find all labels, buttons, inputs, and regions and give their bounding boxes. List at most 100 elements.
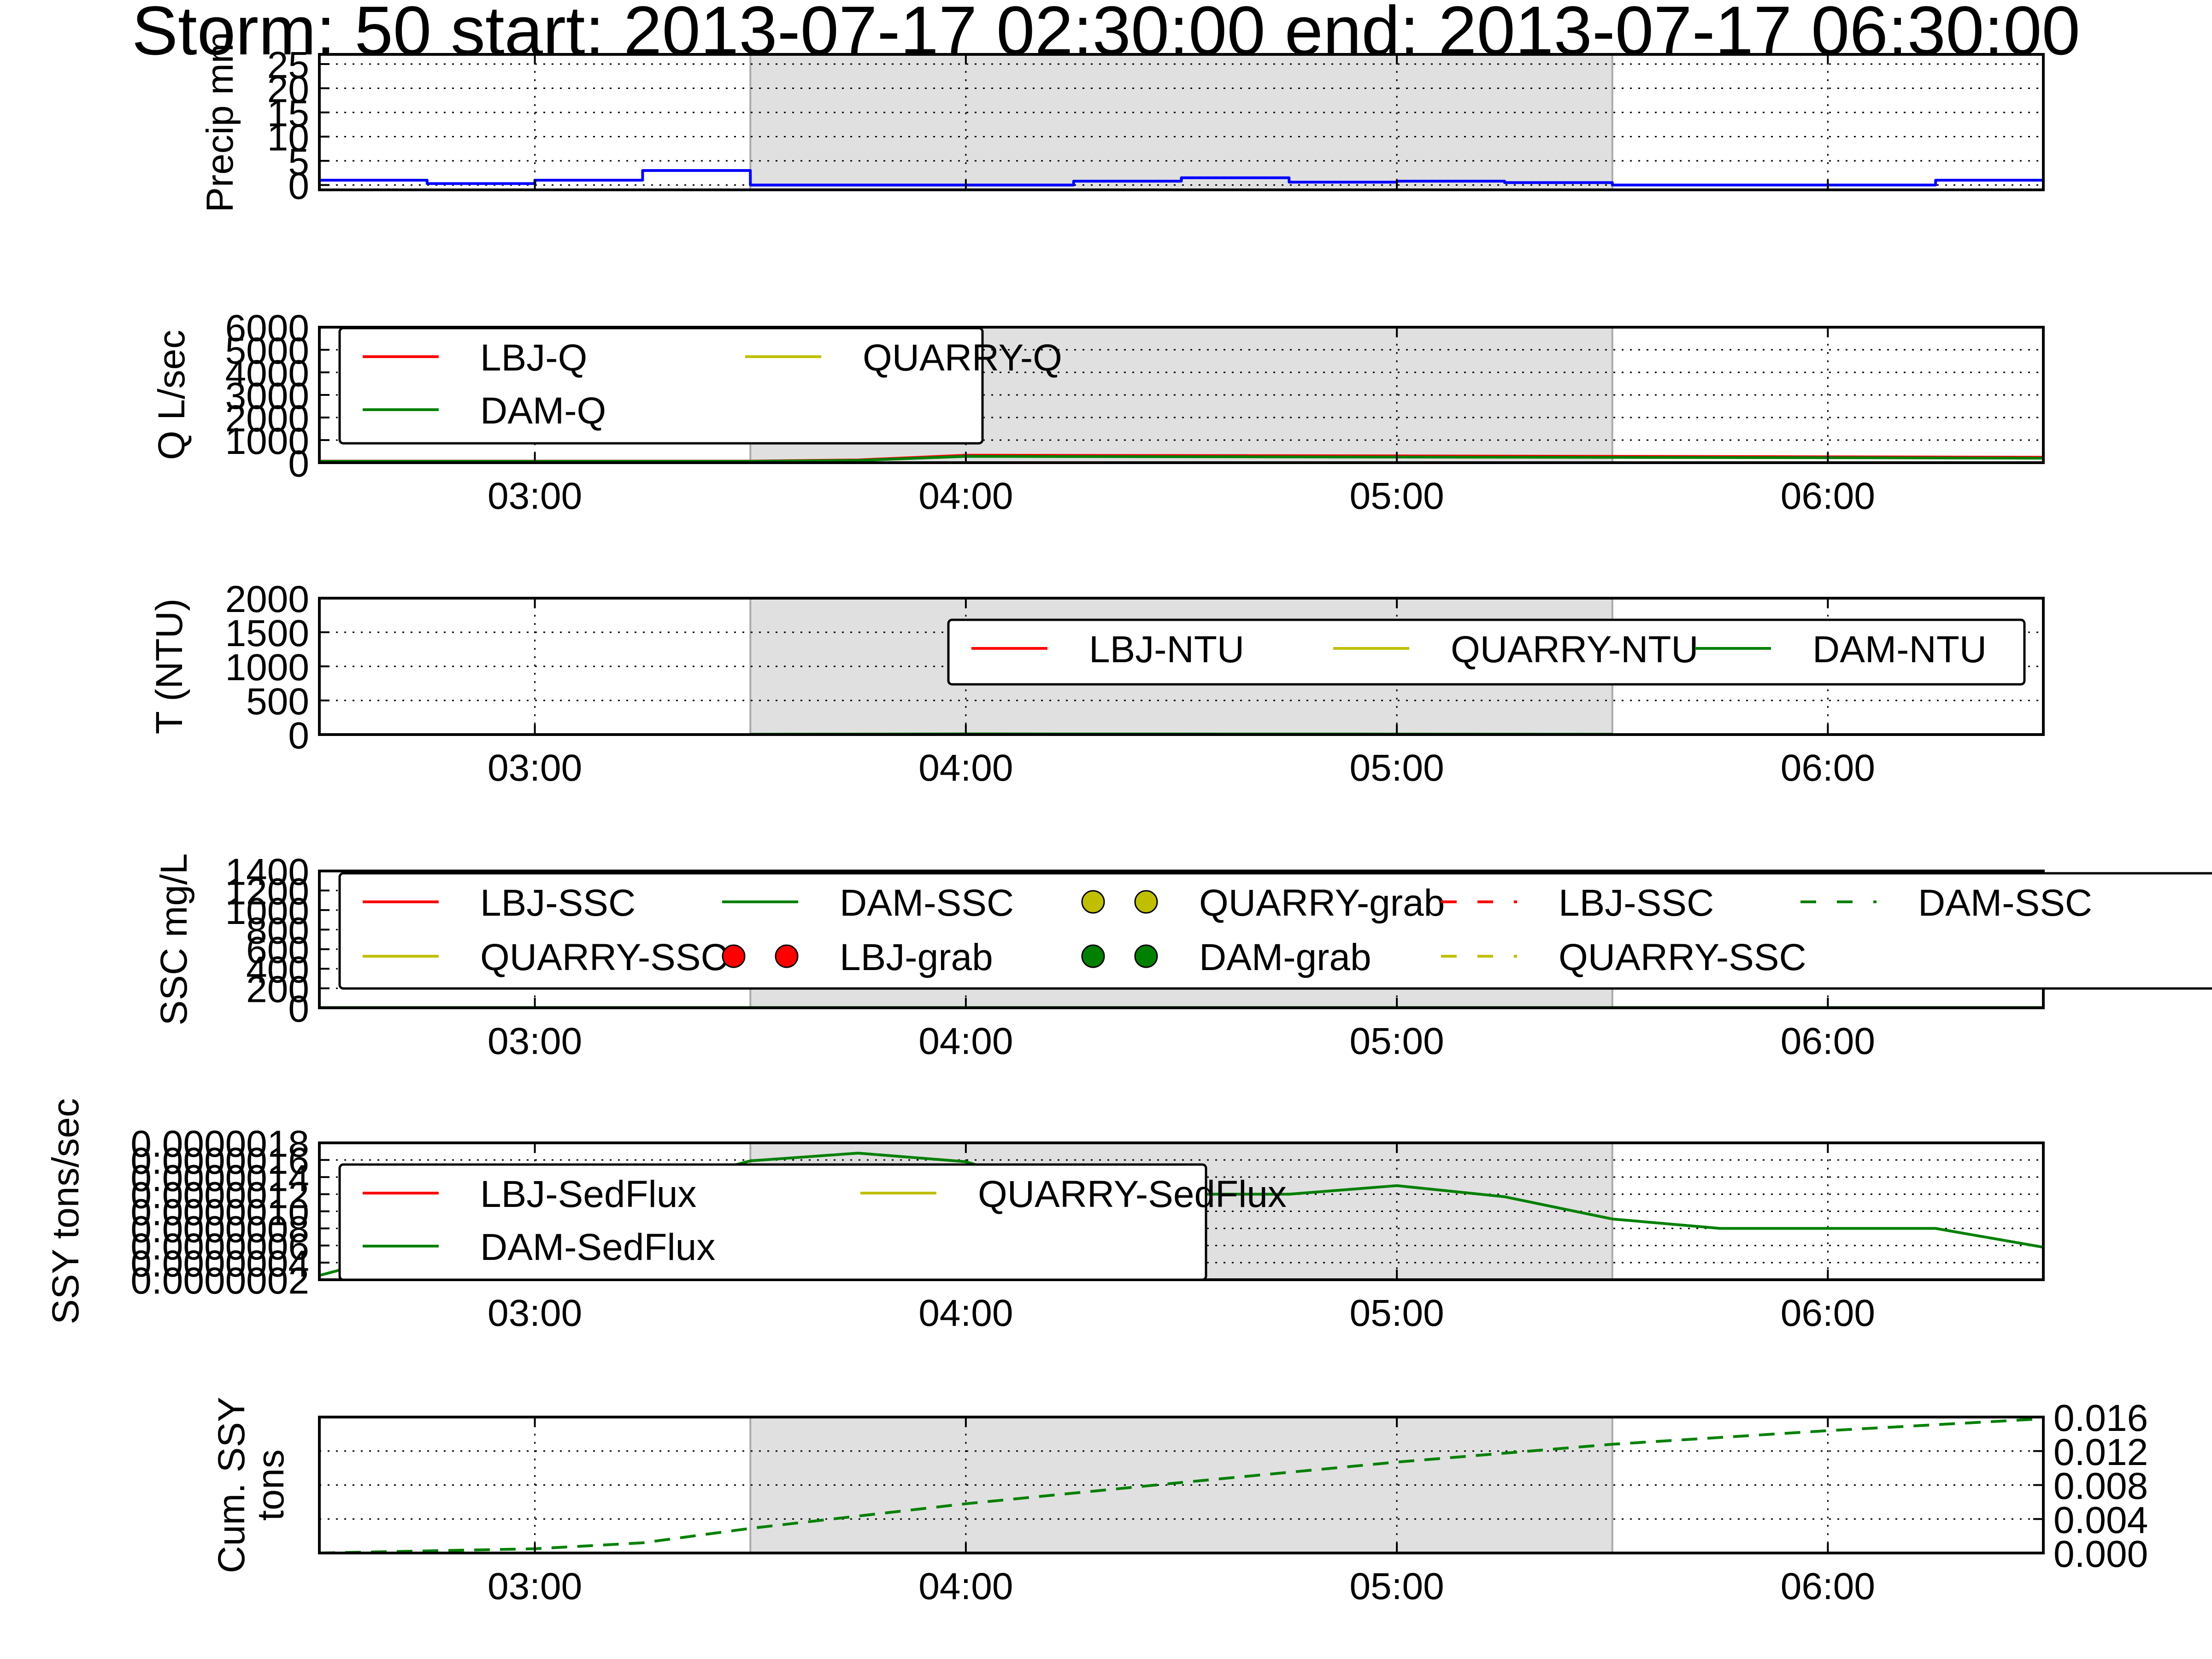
y-tick-label: 5 bbox=[288, 141, 309, 183]
legend-marker bbox=[1134, 944, 1158, 968]
axes-frame bbox=[318, 597, 2045, 736]
legend-entry: DAM-grab bbox=[1081, 936, 1371, 978]
legend-label: LBJ-NTU bbox=[1089, 629, 1244, 671]
legend-entry: LBJ-Q bbox=[363, 337, 587, 379]
y-tick-label: 1000 bbox=[225, 647, 309, 688]
legend-marker bbox=[1134, 890, 1158, 914]
y-tick-label: 0.0000008 bbox=[130, 1209, 309, 1251]
legend-frame bbox=[947, 618, 2026, 686]
y-axis-label: SSY tons/sec bbox=[45, 1098, 87, 1324]
legend-label: DAM-SSC bbox=[1918, 882, 2092, 924]
legend-entry: DAM-SedFlux bbox=[363, 1226, 715, 1268]
y-tick-label: 0 bbox=[288, 988, 309, 1030]
legend-marker bbox=[1081, 944, 1105, 968]
x-tick-label: 03:00 bbox=[488, 1292, 582, 1334]
y-tick-label: 0.008 bbox=[2053, 1465, 2148, 1507]
legend-label: DAM-SSC bbox=[840, 882, 1014, 924]
legend-label: LBJ-grab bbox=[840, 936, 993, 978]
shaded-interval bbox=[749, 1416, 1613, 1554]
y-tick-label: 5000 bbox=[225, 330, 309, 372]
x-tick-label: 05:00 bbox=[1350, 1565, 1444, 1607]
legend-label: LBJ-Q bbox=[480, 337, 587, 379]
y-tick-label: 1500 bbox=[225, 612, 309, 654]
legend-marker bbox=[722, 944, 746, 968]
legend-entry: LBJ-SSC bbox=[1441, 882, 1714, 924]
legend-entry: QUARRY-grab bbox=[1081, 882, 1445, 924]
legend-entry: QUARRY-Q bbox=[745, 337, 1062, 379]
x-tick-label: 03:00 bbox=[488, 1020, 582, 1062]
legend-label: QUARRY-SSC bbox=[1559, 936, 1806, 978]
legend-label: QUARRY-Q bbox=[863, 337, 1062, 379]
legend: LBJ-SSC QUARRY-SSC DAM-SSC LBJ-grab QUARRY-g… bbox=[338, 872, 2212, 990]
legend-label: DAM-SedFlux bbox=[480, 1226, 715, 1268]
x-tick-label: 04:00 bbox=[918, 1020, 1013, 1062]
y-tick-label: 0.012 bbox=[2053, 1431, 2148, 1473]
x-tick-label: 06:00 bbox=[1781, 1020, 1875, 1062]
legend-label: QUARRY-grab bbox=[1199, 882, 1445, 924]
legend-label: DAM-grab bbox=[1199, 936, 1371, 978]
legend-frame bbox=[338, 327, 984, 445]
y-tick-label: 6000 bbox=[225, 307, 309, 349]
x-tick-label: 06:00 bbox=[1781, 475, 1875, 517]
legend-entry: LBJ-grab bbox=[722, 936, 993, 978]
x-tick-label: 06:00 bbox=[1781, 1565, 1875, 1607]
y-tick-label: 0.000 bbox=[2053, 1533, 2148, 1575]
legend: LBJ-Q DAM-Q QUARRY-Q bbox=[338, 327, 1062, 445]
x-tick-label: 04:00 bbox=[918, 747, 1013, 789]
legend-marker bbox=[775, 944, 799, 968]
legend-entry: QUARRY-SSC bbox=[363, 936, 728, 978]
y-tick-label: 10 bbox=[267, 117, 309, 159]
y-tick-label: 0.0000006 bbox=[130, 1226, 309, 1268]
legend-entry: DAM-SSC bbox=[1800, 882, 2092, 924]
legend-label: LBJ-SSC bbox=[1559, 882, 1714, 924]
x-tick-label: 05:00 bbox=[1350, 1020, 1444, 1062]
axes-frame bbox=[318, 53, 2045, 191]
series-line bbox=[319, 1417, 2044, 1554]
x-tick-label: 05:00 bbox=[1350, 747, 1444, 789]
axes-frame bbox=[318, 326, 2045, 464]
y-tick-label: 2000 bbox=[225, 578, 309, 620]
x-tick-label: 04:00 bbox=[918, 1565, 1013, 1607]
y-tick-label: 0.0000002 bbox=[130, 1260, 309, 1302]
y-tick-label: 0 bbox=[288, 443, 309, 485]
y-axis-label: Q L/sec bbox=[151, 330, 193, 460]
x-tick-label: 03:00 bbox=[488, 1565, 582, 1607]
legend-entry: QUARRY-NTU bbox=[1333, 629, 1699, 671]
y-tick-label: 200 bbox=[246, 969, 309, 1011]
y-tick-label: 0.0000010 bbox=[130, 1192, 309, 1234]
y-tick-label: 1200 bbox=[225, 871, 309, 912]
x-tick-label: 06:00 bbox=[1781, 747, 1875, 789]
legend-label: QUARRY-NTU bbox=[1451, 629, 1699, 671]
y-tick-label: 0.0000012 bbox=[130, 1174, 309, 1216]
y-axis-label: Precip mm bbox=[199, 32, 241, 212]
legend-label: DAM-NTU bbox=[1812, 629, 1987, 671]
y-tick-label: 20 bbox=[267, 69, 309, 111]
legend-entry: DAM-Q bbox=[363, 390, 606, 432]
y-tick-label: 25 bbox=[267, 44, 309, 86]
legend-label: DAM-Q bbox=[480, 390, 606, 432]
y-tick-label: 800 bbox=[246, 910, 309, 952]
x-tick-label: 04:00 bbox=[918, 1292, 1013, 1334]
legend-label: QUARRY-SSC bbox=[480, 936, 728, 978]
legend-label: QUARRY-SedFlux bbox=[978, 1173, 1287, 1215]
y-tick-label: 0.004 bbox=[2053, 1499, 2148, 1541]
y-tick-label: 0.0000004 bbox=[130, 1243, 309, 1285]
legend: LBJ-SedFlux DAM-SedFlux QUARRY-SedFlux bbox=[338, 1163, 1287, 1281]
x-tick-label: 03:00 bbox=[488, 747, 582, 789]
legend-entry: DAM-NTU bbox=[1695, 629, 1987, 671]
y-tick-label: 2000 bbox=[225, 398, 309, 440]
legend-entry: QUARRY-SedFlux bbox=[860, 1173, 1287, 1215]
legend-marker bbox=[1081, 890, 1105, 914]
legend: LBJ-NTU QUARRY-NTU DAM-NTU bbox=[947, 618, 2026, 686]
series-line-dam-sedflux bbox=[319, 1152, 2044, 1277]
panel-sedflux: 0.00000020.00000040.00000060.00000080.00… bbox=[45, 1098, 2045, 1334]
x-tick-label: 06:00 bbox=[1781, 1292, 1875, 1334]
legend-label: LBJ-SedFlux bbox=[480, 1173, 696, 1215]
y-axis-label: tons bbox=[250, 1449, 292, 1521]
y-axis-label: T (NTU) bbox=[148, 599, 190, 735]
legend-frame bbox=[338, 1163, 1207, 1281]
